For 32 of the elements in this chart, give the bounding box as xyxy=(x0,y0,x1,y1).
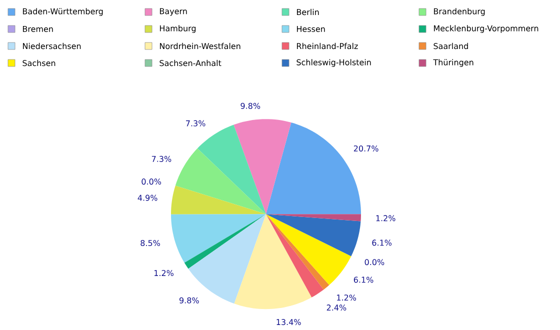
data-label: 1.2% xyxy=(154,270,174,276)
text: 0.0% xyxy=(364,259,384,266)
data-label: 1.2% xyxy=(376,215,396,222)
legend-label: Nordrhein-Westfalen xyxy=(160,42,240,50)
data-label: 4.9% xyxy=(138,194,158,201)
legend-label: Rheinland-Pfalz xyxy=(296,42,358,50)
legend-label: Berlin xyxy=(296,8,319,16)
data-label: 7.3% xyxy=(186,120,206,126)
data-label: 1.2% xyxy=(337,294,356,301)
legend-label: Baden-Württemberg xyxy=(22,8,103,16)
legend-label: Schleswig-Holstein xyxy=(296,59,371,67)
legend-label: Sachsen-Anhalt xyxy=(160,60,222,66)
legend-label: Saarland xyxy=(434,42,468,50)
data-label: 9.8% xyxy=(179,297,199,304)
data-label: 6.1% xyxy=(354,276,374,283)
data-label: 8.5% xyxy=(140,240,160,246)
data-label: 13.4% xyxy=(276,319,301,326)
text: 0.0% xyxy=(142,178,162,185)
legend-label: Hamburg xyxy=(160,25,196,33)
legend-label: Brandenburg xyxy=(434,8,485,16)
legend-label: Hessen xyxy=(296,26,325,32)
legend-label: Bremen xyxy=(22,26,53,32)
legend-label: Niedersachsen xyxy=(22,42,81,50)
data-label: 20.7% xyxy=(354,145,378,152)
legend-label: Thüringen xyxy=(433,59,474,67)
data-label: 9.8% xyxy=(240,102,260,109)
legend-label: Bayern xyxy=(160,8,187,16)
data-label: 7.3% xyxy=(152,156,172,162)
legend-label: Sachsen xyxy=(22,60,56,66)
data-label: 6.1% xyxy=(372,240,392,246)
data-label: 2.4% xyxy=(326,304,346,311)
legend-label: Mecklenburg-Vorpommern xyxy=(434,25,538,33)
